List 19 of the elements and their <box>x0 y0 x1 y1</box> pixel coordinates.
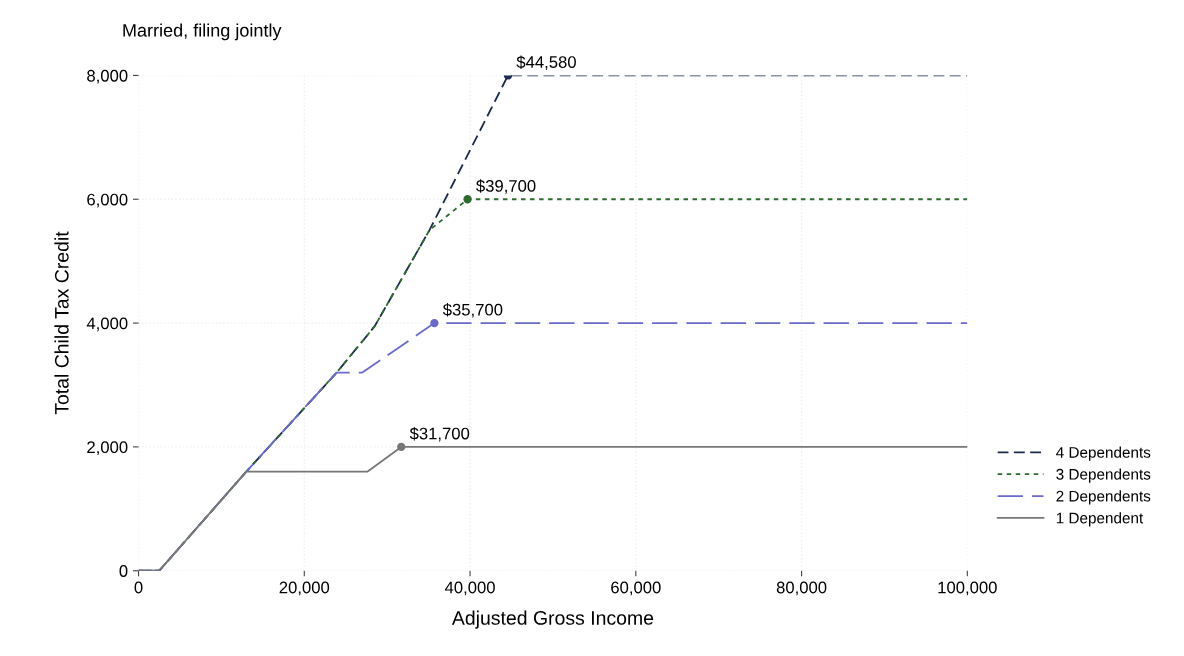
y-tick-label: 6,000 <box>87 193 128 208</box>
x-tick-label: 100,000 <box>938 581 997 596</box>
x-tick-label: 20,000 <box>279 581 330 596</box>
y-tick-label: 2,000 <box>87 441 128 456</box>
legend-label: 1 Dependent <box>1056 512 1144 527</box>
x-axis-title: Adjusted Gross Income <box>451 610 654 629</box>
legend-label: 3 Dependents <box>1056 468 1151 483</box>
legend-label: 2 Dependents <box>1056 490 1151 505</box>
y-tick-label: 8,000 <box>87 69 128 84</box>
annotation: $44,580 <box>516 55 576 70</box>
y-tick-label: 4,000 <box>86 317 128 332</box>
y-tick-label: 0 <box>119 565 128 577</box>
legend-label: 4 Dependents <box>1056 446 1151 461</box>
x-tick-label: 60,000 <box>611 581 661 596</box>
x-tick-label: 0 <box>134 581 143 594</box>
x-tick-label: 80,000 <box>776 581 827 596</box>
chart-title: Married, filing jointly <box>123 23 282 41</box>
x-tick-label: 40,000 <box>444 581 495 596</box>
y-axis-title: Total Child Tax Credit <box>54 231 69 415</box>
